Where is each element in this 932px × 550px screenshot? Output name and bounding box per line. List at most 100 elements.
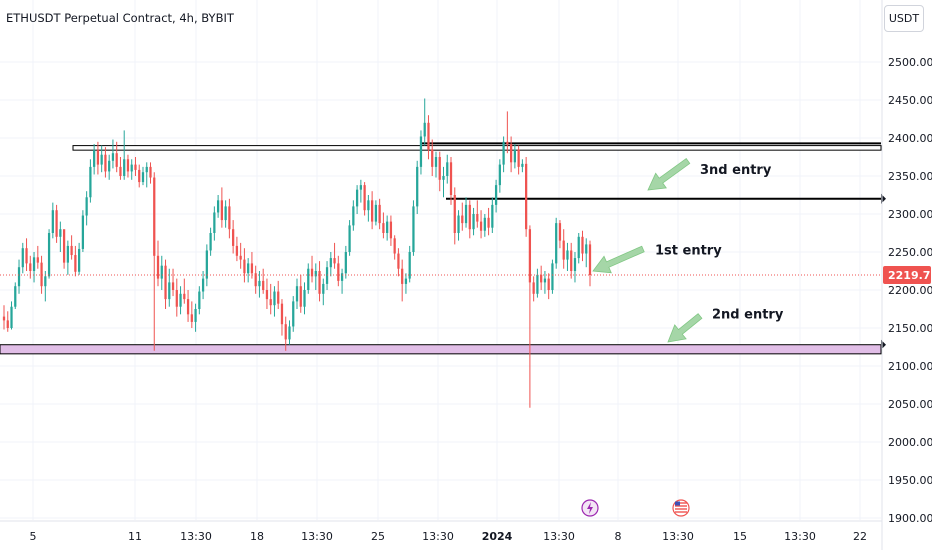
candle-body (479, 221, 483, 231)
candle-body (40, 262, 43, 287)
candle (340, 268, 344, 294)
candle-body (62, 229, 66, 263)
candle (269, 283, 272, 315)
candle (171, 268, 175, 297)
candle (517, 145, 520, 175)
candle-body (288, 326, 291, 340)
candle (558, 220, 562, 249)
candle (235, 236, 239, 262)
candle (228, 198, 231, 239)
candle-body (277, 291, 280, 304)
candle-body (528, 229, 532, 283)
candle-body (318, 271, 321, 294)
candle (337, 255, 340, 287)
candle-body (329, 258, 332, 268)
candle-body (134, 164, 137, 170)
candle (483, 214, 486, 237)
candle-body (573, 258, 577, 271)
candle (25, 238, 28, 271)
candle-body (123, 159, 126, 176)
candle-body (100, 154, 103, 165)
candle (378, 198, 381, 230)
candle-body (325, 267, 329, 284)
candle (198, 286, 201, 315)
candle-body (284, 324, 287, 340)
candle-body (213, 212, 216, 233)
y-tick-label: 2100.00 (888, 360, 932, 373)
candle (442, 166, 445, 198)
candle-body (179, 293, 182, 307)
candle (438, 151, 441, 192)
candle-body (141, 172, 145, 183)
y-tick-label: 2000.00 (888, 436, 932, 449)
candle-body (585, 244, 588, 254)
candle-body (506, 141, 509, 145)
candle (224, 200, 227, 228)
candle (2, 305, 6, 330)
x-tick-label: 13:30 (784, 530, 816, 543)
candle (547, 273, 550, 300)
y-tick-label: 2400.00 (888, 132, 932, 145)
candle (472, 207, 475, 236)
candle-body (254, 273, 257, 287)
candle-body (502, 141, 505, 165)
candle (232, 220, 235, 254)
candle-body (292, 301, 295, 327)
candle-body (464, 204, 468, 224)
candle-body (119, 166, 122, 176)
candle (93, 144, 96, 175)
candle-body (457, 215, 460, 233)
y-tick-label: 1900.00 (888, 512, 932, 525)
candle (419, 130, 423, 175)
candle (205, 244, 208, 287)
candle (322, 278, 325, 306)
candle-body (295, 286, 299, 302)
currency-selector-button[interactable]: USDT (884, 5, 924, 32)
candle-body (209, 233, 212, 251)
candle (344, 245, 347, 279)
x-tick-label: 11 (128, 530, 142, 543)
candle-body (115, 153, 118, 167)
candle (393, 235, 396, 260)
candle-body (156, 255, 160, 279)
candle (247, 258, 250, 283)
candle-body (25, 248, 28, 264)
us-flag-event-icon[interactable] (672, 499, 690, 517)
candle-body (32, 257, 36, 271)
candle-body (434, 157, 438, 167)
candle-body (153, 177, 156, 256)
last-price-badge (883, 266, 931, 285)
candle-body (299, 286, 302, 307)
candle (141, 166, 145, 186)
candle (81, 210, 85, 252)
candle (111, 139, 115, 169)
candle-body (322, 283, 325, 294)
candle-body (310, 268, 314, 277)
candle (284, 316, 287, 351)
candle (566, 242, 569, 271)
candle-body (472, 214, 475, 230)
candle-body (186, 299, 190, 315)
candle-body (51, 210, 54, 233)
candle-body (89, 166, 92, 198)
candle (318, 261, 321, 302)
candle (78, 242, 81, 275)
candle-body (14, 286, 17, 307)
candle-body (145, 166, 148, 173)
candle-body (498, 164, 501, 186)
lightning-event-icon[interactable] (581, 499, 599, 517)
candle (119, 157, 122, 180)
candle (123, 130, 126, 180)
candle-body (183, 293, 186, 300)
entry-annotation-label: 2nd entry (712, 307, 784, 322)
candle-body (382, 223, 385, 233)
candle-body (269, 299, 272, 306)
candle-body (543, 278, 547, 283)
y-tick-label: 1950.00 (888, 474, 932, 487)
candle (254, 265, 257, 294)
chart-title: ETHUSDT Perpetual Contract, 4h, BYBIT (6, 11, 235, 25)
candle-body (78, 248, 81, 272)
